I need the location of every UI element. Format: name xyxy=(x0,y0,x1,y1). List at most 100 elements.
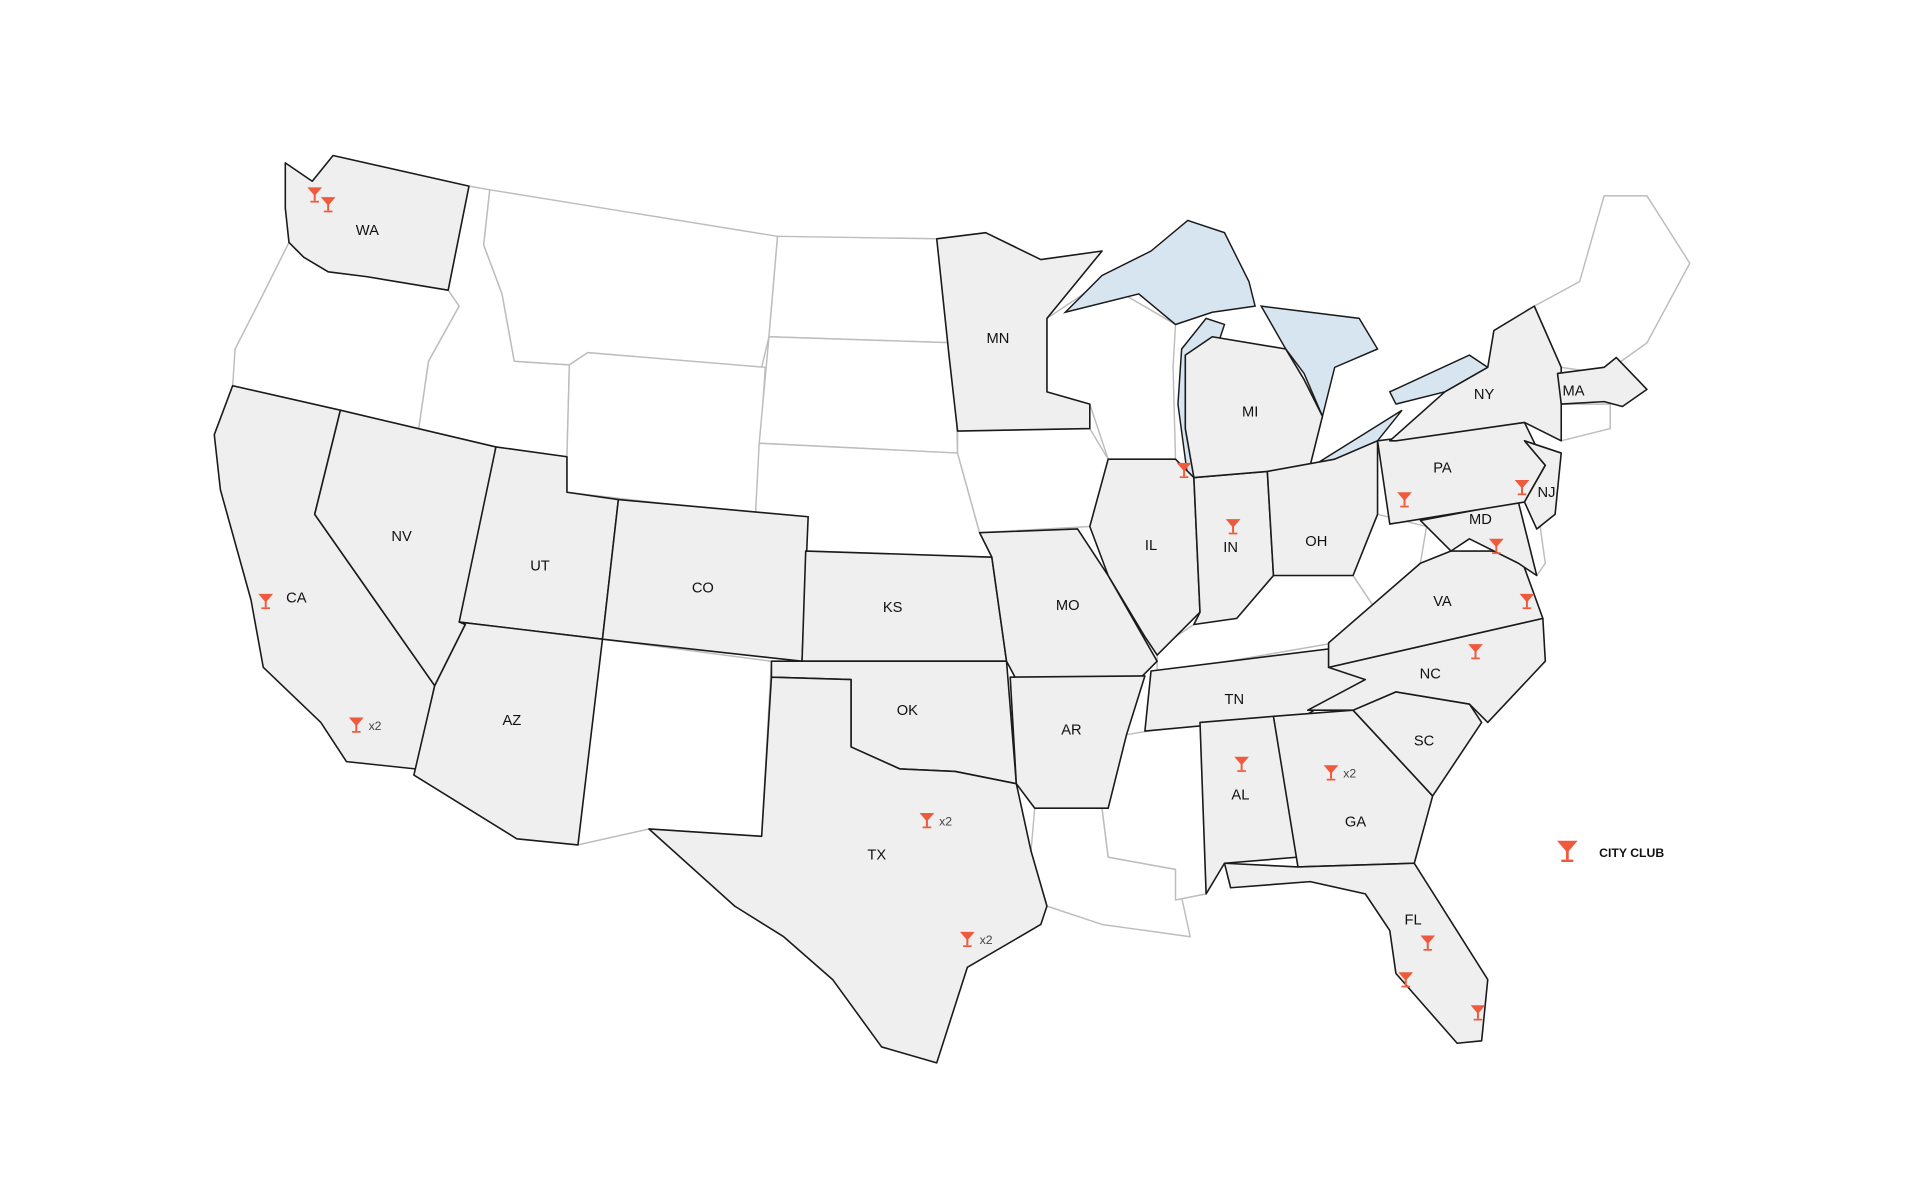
state-wy xyxy=(566,351,767,516)
state-label-nj: NJ xyxy=(1538,485,1556,501)
state-label-ut: UT xyxy=(530,559,550,575)
club-marker-nc[interactable] xyxy=(1468,644,1483,660)
state-nc xyxy=(1306,617,1547,724)
legend: CITY CLUB xyxy=(1557,840,1664,862)
state-label-co: CO xyxy=(692,581,714,597)
state-label-ny: NY xyxy=(1474,387,1495,403)
state-label-ma: MA xyxy=(1562,384,1584,400)
club-marker-in[interactable] xyxy=(1225,519,1241,535)
legend-label: CITY CLUB xyxy=(1599,846,1664,860)
state-label-pa: PA xyxy=(1433,461,1452,477)
club-marker-fl[interactable] xyxy=(1398,972,1414,988)
cocktail-glass-icon xyxy=(1420,935,1436,951)
state-md xyxy=(1419,501,1538,577)
cocktail-glass-icon xyxy=(1488,538,1504,554)
state-ma xyxy=(1556,356,1648,408)
marker-count: x2 xyxy=(369,719,382,733)
state-oh xyxy=(1266,440,1379,577)
state-ar xyxy=(1009,675,1146,809)
cocktail-glass-icon xyxy=(960,931,975,948)
club-marker-pa[interactable] xyxy=(1397,492,1412,508)
state-ia xyxy=(956,427,1109,534)
state-label-md: MD xyxy=(1469,512,1492,528)
cocktail-glass-icon xyxy=(307,187,323,203)
state-label-ar: AR xyxy=(1061,723,1081,739)
club-marker-il[interactable] xyxy=(1176,462,1192,479)
state-label-ks: KS xyxy=(883,600,903,616)
cocktail-glass-icon xyxy=(919,813,935,829)
state-label-tx: TX xyxy=(867,848,886,864)
state-tx xyxy=(648,676,1048,1064)
state-nj xyxy=(1523,440,1563,530)
club-marker-va[interactable] xyxy=(1519,593,1535,610)
cocktail-glass-icon xyxy=(258,593,274,610)
state-ga xyxy=(1272,709,1434,868)
club-marker-fl[interactable] xyxy=(1420,935,1436,951)
cocktail-glass-icon xyxy=(1519,593,1535,610)
state-label-sc: SC xyxy=(1414,734,1435,750)
cocktail-glass-icon xyxy=(320,197,336,213)
state-label-tn: TN xyxy=(1224,692,1244,708)
state-label-mo: MO xyxy=(1056,598,1080,614)
state-label-va: VA xyxy=(1433,594,1452,610)
state-mn xyxy=(935,231,1103,432)
state-az xyxy=(413,621,604,846)
state-wa xyxy=(284,154,470,291)
state-label-al: AL xyxy=(1231,788,1249,804)
state-label-wa: WA xyxy=(356,223,379,239)
state-label-mn: MN xyxy=(987,331,1010,347)
state-label-ok: OK xyxy=(897,703,918,719)
state-ks xyxy=(801,550,1008,663)
state-label-il: IL xyxy=(1145,538,1157,554)
state-fl xyxy=(1223,862,1489,1045)
club-marker-wa[interactable] xyxy=(320,197,336,213)
state-ctri xyxy=(1560,403,1611,442)
state-label-fl: FL xyxy=(1404,912,1421,928)
cocktail-glass-icon xyxy=(1557,840,1578,862)
marker-count: x2 xyxy=(939,814,952,828)
highlighted-states xyxy=(213,154,1648,1064)
state-label-in: IN xyxy=(1223,540,1238,556)
state-label-nv: NV xyxy=(391,529,412,545)
club-marker-wa[interactable] xyxy=(307,187,323,203)
lake-0 xyxy=(1062,219,1257,326)
state-ny xyxy=(1389,305,1563,442)
marker-count: x2 xyxy=(980,933,993,947)
club-marker-fl[interactable] xyxy=(1470,1005,1486,1021)
cocktail-glass-icon xyxy=(1225,519,1241,535)
cocktail-glass-icon xyxy=(1234,756,1249,772)
cocktail-glass-icon xyxy=(348,717,364,733)
club-marker-tx[interactable]: x2 xyxy=(960,931,993,948)
state-label-nc: NC xyxy=(1420,666,1442,682)
state-nd xyxy=(768,235,956,344)
state-nm xyxy=(577,638,773,846)
state-label-az: AZ xyxy=(502,713,521,729)
club-marker-ga[interactable]: x2 xyxy=(1323,765,1357,781)
cocktail-glass-icon xyxy=(1176,462,1192,479)
state-label-ga: GA xyxy=(1345,815,1366,831)
state-labels: WA CA NV UT AZ CO KS OK TX MN MO AR IL IN MI OH TN AL GA FL… xyxy=(286,223,1585,928)
state-label-mi: MI xyxy=(1242,404,1258,420)
club-marker-nj[interactable] xyxy=(1514,480,1530,496)
club-marker-al[interactable] xyxy=(1234,756,1249,772)
state-ne_eng xyxy=(1533,195,1691,375)
cocktail-glass-icon xyxy=(1470,1005,1486,1021)
marker-count: x2 xyxy=(1343,767,1356,781)
club-marker-ca[interactable]: x2 xyxy=(348,717,382,733)
cocktail-glass-icon xyxy=(1514,480,1530,496)
state-mi xyxy=(1184,335,1324,479)
club-marker-md[interactable] xyxy=(1488,538,1504,554)
club-markers: x2 x2 x2 x2 xyxy=(258,187,1535,1021)
cocktail-glass-icon xyxy=(1468,644,1483,660)
club-marker-tx[interactable]: x2 xyxy=(919,813,953,829)
state-sd xyxy=(758,336,959,454)
state-label-ca: CA xyxy=(286,590,307,606)
cocktail-glass-icon xyxy=(1398,972,1414,988)
state-mt xyxy=(482,189,779,369)
state-label-oh: OH xyxy=(1305,534,1327,550)
cocktail-glass-icon xyxy=(1397,492,1412,508)
cocktail-glass-icon xyxy=(1323,765,1339,781)
state-al xyxy=(1199,715,1299,895)
club-marker-ca[interactable] xyxy=(258,593,274,610)
